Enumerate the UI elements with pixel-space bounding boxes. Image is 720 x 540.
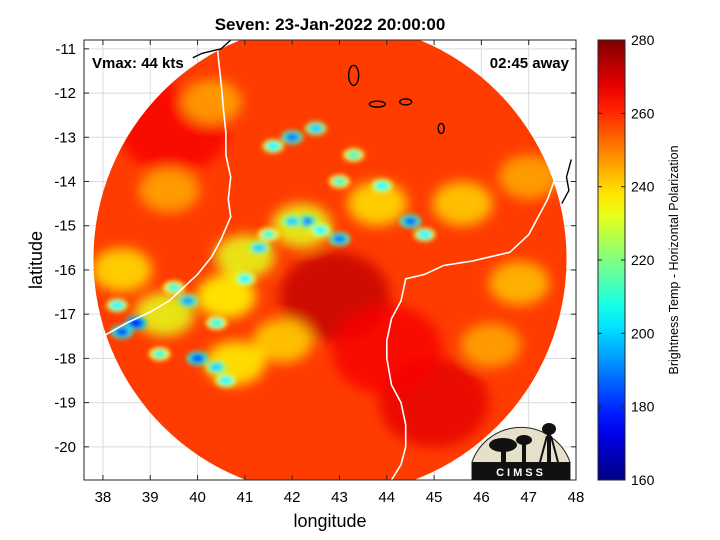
cold-spot — [166, 283, 181, 293]
colorbar-label: Brightness Temp - Horizontal Polarizatio… — [667, 145, 681, 374]
y-tick-label: -17 — [54, 306, 76, 323]
cold-spot — [266, 141, 281, 151]
colorbar-ramp — [597, 39, 626, 481]
cold-spot — [181, 296, 196, 306]
colorbar-tick-label: 180 — [631, 399, 655, 415]
y-tick-label: -14 — [54, 174, 76, 191]
coastline-east-segment — [561, 159, 572, 204]
cold-spot — [332, 177, 347, 187]
cold-spot — [308, 123, 323, 133]
x-tick-label: 43 — [331, 489, 348, 506]
cold-spot — [110, 300, 125, 310]
cool-region — [205, 340, 266, 385]
y-tick-label: -13 — [54, 129, 76, 146]
cold-spot — [299, 216, 314, 226]
x-tick-label: 40 — [189, 489, 206, 506]
x-axis: 38 39 40 41 42 43 44 45 46 47 48 — [95, 40, 585, 506]
cold-spot — [152, 349, 167, 359]
cold-spot — [209, 318, 224, 328]
cool-region — [195, 274, 256, 319]
x-tick-label: 38 — [95, 489, 112, 506]
cold-spot — [252, 243, 267, 253]
y-tick-label: -15 — [54, 218, 76, 235]
x-tick-label: 45 — [426, 489, 443, 506]
time-away-annotation: 02:45 away — [490, 55, 570, 72]
cold-spot — [129, 318, 144, 328]
island-outline — [437, 122, 445, 135]
y-tick-label: -19 — [54, 395, 76, 412]
island-outline — [347, 64, 360, 87]
colorbar: 160 180 200 220 240 260 280 Brightness Temp - … — [597, 32, 681, 488]
colorbar-ticks: 160 180 200 220 240 260 280 — [598, 32, 655, 488]
africa-coastline — [84, 40, 232, 346]
cool-region — [432, 181, 493, 226]
cold-spot — [346, 150, 361, 160]
island-outline — [368, 100, 387, 108]
cold-spot — [285, 216, 300, 226]
island-outline — [398, 98, 413, 106]
cold-spot — [375, 181, 390, 191]
x-tick-label: 39 — [142, 489, 159, 506]
y-tick-label: -20 — [54, 439, 76, 456]
colorbar-tick-label: 240 — [631, 179, 655, 195]
cool-region — [252, 318, 313, 363]
cool-region — [489, 261, 550, 306]
y-tick-label: -12 — [54, 85, 76, 102]
cold-spot — [313, 225, 328, 235]
y-tick-label: -11 — [55, 41, 76, 58]
y-axis-label: latitude — [26, 231, 46, 289]
cold-spot — [237, 274, 252, 284]
y-tick-label: -16 — [54, 262, 76, 279]
colorbar-tick-label: 160 — [631, 472, 655, 488]
cold-spot — [261, 230, 276, 240]
chart-title: Seven: 23-Jan-2022 20:00:00 — [215, 15, 446, 34]
colorbar-tick-label: 220 — [631, 252, 655, 268]
cool-region — [460, 323, 521, 368]
colorbar-tick-label: 280 — [631, 32, 655, 48]
cool-region — [181, 79, 242, 124]
cool-region — [347, 181, 408, 226]
coastline-north-segment — [192, 40, 232, 59]
cool-region — [93, 247, 152, 292]
x-tick-label: 42 — [284, 489, 301, 506]
colorbar-tick-label: 260 — [631, 105, 655, 121]
plot-frame — [83, 39, 577, 481]
cold-spot — [332, 234, 347, 244]
cold-spot — [417, 230, 432, 240]
brightness-temperature-swath — [93, 40, 567, 480]
x-tick-label: 46 — [473, 489, 490, 506]
x-axis-label: longitude — [293, 511, 366, 531]
cool-region — [498, 155, 559, 200]
y-tick-label: -18 — [54, 350, 76, 367]
colorbar-tick-label: 200 — [631, 325, 655, 341]
cold-spot — [209, 362, 224, 372]
plot-area: 38 39 40 41 42 43 44 45 46 47 48 -11-12-13-14-15-1… — [54, 39, 585, 506]
cold-spot — [114, 327, 129, 337]
logo-text: CIMSS — [496, 467, 546, 479]
x-tick-label: 44 — [378, 489, 395, 506]
x-tick-label: 47 — [520, 489, 537, 506]
vmax-annotation: Vmax: 44 kts — [92, 55, 184, 72]
cimss-logo: CIMSS — [471, 423, 571, 481]
y-axis: -11 -12 -13 -14 -15 -16 -17 -18 -19 -20 — [54, 41, 576, 456]
coastline — [84, 40, 558, 480]
cold-spot — [285, 132, 300, 142]
cold-spot — [218, 376, 233, 386]
coastline-outside-swath — [192, 40, 572, 204]
madagascar-coastline — [386, 172, 558, 480]
x-tick-label: 41 — [237, 489, 254, 506]
cold-spot — [190, 353, 205, 363]
cool-region — [139, 168, 200, 213]
cold-spot — [403, 216, 418, 226]
x-tick-label: 48 — [568, 489, 585, 506]
